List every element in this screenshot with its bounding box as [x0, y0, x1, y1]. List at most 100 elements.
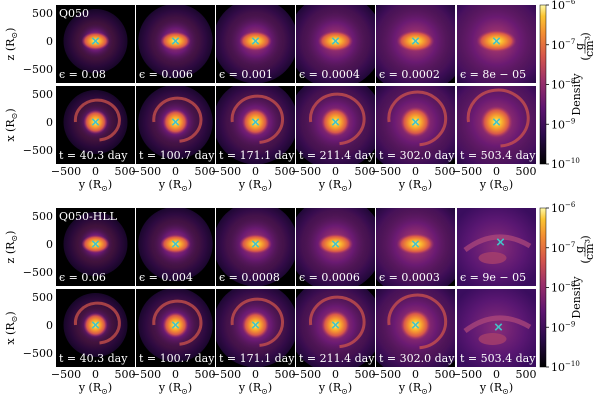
time-label: t = 503.4 day [460, 149, 536, 162]
star-marker [492, 37, 501, 45]
spiral-arm [230, 94, 285, 144]
x-axis-label: y (R⊙) [238, 381, 272, 396]
x-tick-label: 0 [92, 368, 99, 381]
x-axis-label-close: ) [509, 381, 513, 394]
x-tick-label: 0 [172, 165, 179, 178]
x-tick-label: 0 [412, 165, 419, 178]
x-tick-label: 0 [92, 165, 99, 178]
colorbar-exponent: −6 [565, 0, 576, 6]
time-label: t = 40.3 day [59, 149, 128, 162]
density-filament [463, 234, 532, 253]
panel-content [376, 5, 455, 83]
y-axis-label: z (R⊙) [4, 28, 19, 61]
solar-subscript: ⊙ [10, 316, 19, 323]
epsilon-label: ϵ = 0.0003 [379, 271, 440, 284]
time-label: t = 503.4 day [460, 352, 536, 365]
panel-content [136, 86, 215, 164]
solar-subscript: ⊙ [261, 387, 268, 396]
density-panel [56, 208, 135, 286]
spiral-arm [73, 98, 121, 142]
solar-subscript: ⊙ [502, 184, 509, 193]
x-tick-label: 0 [493, 165, 500, 178]
density-panel [296, 86, 375, 164]
x-tick-label: 500 [516, 368, 537, 381]
epsilon-label: ϵ = 0.0002 [379, 68, 440, 81]
spiral-arm [387, 90, 448, 147]
x-axis-label-close: ) [268, 178, 272, 191]
solar-subscript: ⊙ [101, 184, 108, 193]
star-marker [492, 118, 501, 126]
x-axis-label: y (R⊙) [318, 381, 352, 396]
colorbar-exponent: −10 [565, 360, 580, 368]
density-panel [376, 86, 455, 164]
density-panel [296, 289, 375, 367]
x-axis-label: y (R⊙) [398, 178, 432, 193]
density-panel [216, 5, 295, 83]
star-marker [411, 118, 420, 126]
star-marker [91, 321, 100, 329]
star-marker [171, 321, 180, 329]
epsilon-label: ϵ = 0.06 [59, 271, 106, 284]
x-tick-label: −500 [211, 165, 241, 178]
density-panel [376, 289, 455, 367]
time-label: t = 171.1 day [219, 352, 295, 365]
y-tick-label: 0 [46, 319, 53, 332]
epsilon-label: ϵ = 0.004 [139, 271, 193, 284]
y-tick-label: 500 [32, 7, 53, 20]
x-axis-label: y (R⊙) [479, 178, 513, 193]
star-marker [171, 240, 180, 248]
density-panel [136, 5, 215, 83]
colorbar-paren-close: ) [579, 235, 592, 239]
x-axis-label: y (R⊙) [318, 178, 352, 193]
time-label: t = 302.0 day [379, 352, 455, 365]
colorbar-tick-label: 10−6 [551, 0, 576, 12]
star-marker [251, 240, 260, 248]
colorbar-tick-label: 10−9 [551, 320, 575, 334]
x-tick-label: −500 [211, 368, 241, 381]
density-panel [457, 289, 536, 367]
x-axis-label-close: ) [108, 178, 112, 191]
x-axis-label: y (R⊙) [78, 178, 112, 193]
x-tick-label: 500 [435, 165, 456, 178]
y-tick-label: 500 [32, 88, 53, 101]
spiral-arm [230, 297, 285, 347]
spiral-arm [466, 88, 530, 148]
y-tick-label: −500 [23, 63, 53, 76]
panel-content [216, 86, 295, 164]
x-axis-label: y (R⊙) [158, 178, 192, 193]
x-tick-label: −500 [452, 368, 482, 381]
density-panel [56, 5, 135, 83]
y-axis-label-close: ) [4, 28, 17, 32]
solar-subscript: ⊙ [101, 387, 108, 396]
density-panel [457, 208, 536, 286]
x-tick-label: −500 [371, 368, 401, 381]
x-tick-label: 0 [493, 368, 500, 381]
x-axis-label-close: ) [428, 178, 432, 191]
density-clump [478, 252, 507, 264]
x-tick-label: 500 [516, 165, 537, 178]
y-axis-label-close: ) [4, 231, 17, 235]
colorbar [539, 207, 547, 368]
x-axis-label: y (R⊙) [479, 381, 513, 396]
star-marker [331, 240, 340, 248]
x-tick-label: 500 [435, 368, 456, 381]
density-filament [463, 315, 532, 334]
colorbar-exponent: −8 [565, 281, 575, 289]
x-axis-label: y (R⊙) [398, 381, 432, 396]
x-tick-label: 0 [412, 368, 419, 381]
spiral-arm [309, 295, 366, 349]
x-axis-label: y (R⊙) [158, 381, 192, 396]
colorbar-unit-denominator: cm³ [583, 36, 596, 57]
x-axis-label-close: ) [428, 381, 432, 394]
x-tick-label: 500 [115, 368, 136, 381]
epsilon-label: ϵ = 8e − 05 [460, 68, 526, 81]
y-axis-label-close: ) [4, 108, 17, 112]
star-marker [331, 118, 340, 126]
x-axis-label-close: ) [108, 381, 112, 394]
spiral-arm [73, 301, 121, 345]
x-tick-label: 500 [275, 165, 296, 178]
solar-subscript: ⊙ [341, 387, 348, 396]
x-axis-label-close: ) [268, 381, 272, 394]
star-marker [331, 321, 340, 329]
